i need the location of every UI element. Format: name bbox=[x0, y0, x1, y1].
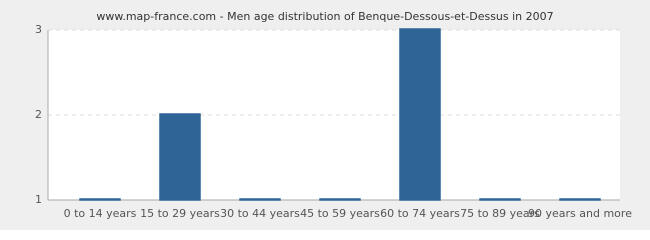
bar bbox=[79, 198, 121, 201]
y-tick-label: 2 bbox=[35, 108, 42, 121]
bar bbox=[239, 198, 281, 201]
x-tick-label: 75 to 89 years bbox=[460, 207, 540, 220]
bar bbox=[399, 28, 441, 201]
bar bbox=[559, 198, 601, 201]
bar bbox=[479, 198, 521, 201]
x-tick-label: 0 to 14 years bbox=[64, 207, 137, 220]
plot-area bbox=[48, 30, 620, 200]
chart-title: www.map-france.com - Men age distributio… bbox=[96, 10, 553, 23]
x-tick-label: 30 to 44 years bbox=[220, 207, 300, 220]
x-tick-label: 45 to 59 years bbox=[300, 207, 380, 220]
y-tick-label: 3 bbox=[35, 23, 42, 36]
x-tick-label: 15 to 29 years bbox=[140, 207, 220, 220]
x-tick-label: 90 years and more bbox=[528, 207, 632, 220]
bar bbox=[319, 198, 361, 201]
chart: www.map-france.com - Men age distributio… bbox=[0, 0, 650, 230]
y-tick-label: 1 bbox=[35, 193, 42, 206]
bar bbox=[159, 113, 201, 201]
x-tick-label: 60 to 74 years bbox=[380, 207, 460, 220]
